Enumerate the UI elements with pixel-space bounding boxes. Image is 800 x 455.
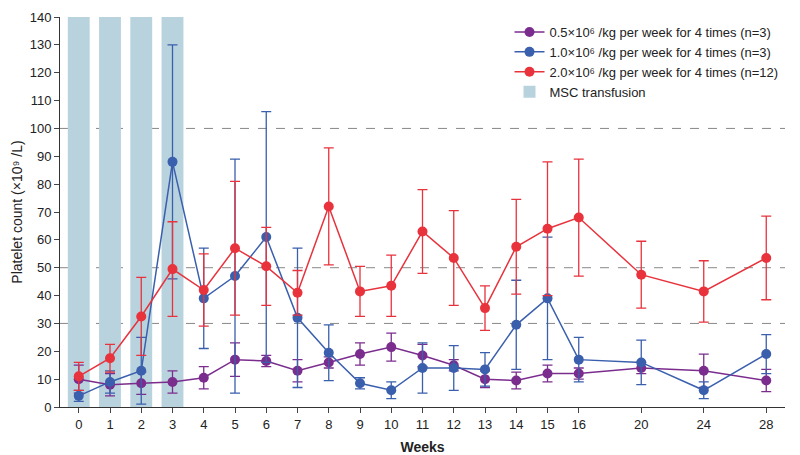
svg-text:3: 3	[169, 417, 176, 432]
svg-text:110: 110	[31, 93, 52, 108]
svg-text:100: 100	[30, 121, 52, 136]
svg-text:Platelet count (×10⁹ /L): Platelet count (×10⁹ /L)	[9, 140, 25, 283]
svg-text:0.5×10⁶ /kg per week for 4 tim: 0.5×10⁶ /kg per week for 4 times (n=3)	[550, 25, 771, 40]
svg-text:Weeks: Weeks	[400, 439, 444, 455]
svg-text:24: 24	[697, 417, 711, 432]
svg-text:20: 20	[37, 344, 51, 359]
svg-text:30: 30	[37, 316, 51, 331]
svg-text:10: 10	[37, 372, 51, 387]
svg-text:6: 6	[263, 417, 270, 432]
svg-text:120: 120	[30, 65, 52, 80]
svg-text:40: 40	[37, 288, 51, 303]
svg-text:7: 7	[294, 417, 301, 432]
svg-text:9: 9	[356, 417, 363, 432]
svg-text:0: 0	[75, 417, 82, 432]
svg-text:50: 50	[37, 260, 51, 275]
svg-text:140: 140	[30, 10, 52, 25]
svg-text:1.0×10⁶ /kg per week for 4 tim: 1.0×10⁶ /kg per week for 4 times (n=3)	[550, 45, 771, 60]
svg-text:80: 80	[37, 177, 51, 192]
svg-text:0: 0	[44, 400, 51, 415]
svg-text:16: 16	[572, 417, 586, 432]
svg-text:1: 1	[106, 417, 113, 432]
svg-text:4: 4	[200, 417, 207, 432]
svg-text:MSC transfusion: MSC transfusion	[550, 85, 646, 100]
svg-text:90: 90	[37, 149, 51, 164]
svg-text:2: 2	[138, 417, 145, 432]
svg-text:20: 20	[634, 417, 648, 432]
svg-text:60: 60	[37, 232, 51, 247]
svg-text:5: 5	[231, 417, 238, 432]
svg-text:2.0×10⁶ /kg per week for 4 tim: 2.0×10⁶ /kg per week for 4 times (n=12)	[550, 65, 779, 80]
svg-text:12: 12	[447, 417, 461, 432]
svg-text:70: 70	[37, 205, 51, 220]
svg-text:14: 14	[509, 417, 523, 432]
svg-text:13: 13	[478, 417, 492, 432]
svg-text:8: 8	[325, 417, 332, 432]
svg-text:15: 15	[540, 417, 554, 432]
svg-text:130: 130	[30, 37, 52, 52]
svg-text:11: 11	[416, 417, 430, 432]
svg-text:10: 10	[384, 417, 398, 432]
svg-text:28: 28	[759, 417, 773, 432]
